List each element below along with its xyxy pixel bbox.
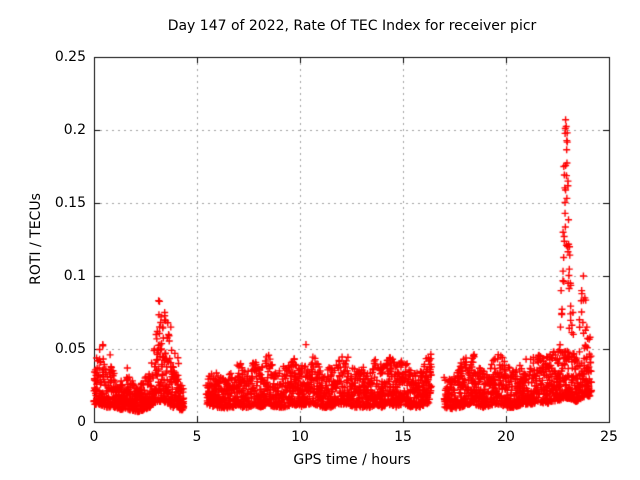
x-axis-label: GPS time / hours bbox=[293, 452, 411, 468]
y-tick-label: 0.1 bbox=[63, 268, 86, 284]
x-tick-label: 10 bbox=[291, 429, 309, 445]
chart-title: Day 147 of 2022, Rate Of TEC Index for r… bbox=[167, 18, 537, 34]
x-tick-label: 25 bbox=[600, 429, 618, 445]
x-tick-label: 0 bbox=[89, 429, 99, 445]
x-tick-label: 15 bbox=[394, 429, 412, 445]
y-tick-label: 0.05 bbox=[54, 341, 86, 357]
y-tick-label: 0.15 bbox=[54, 195, 86, 211]
y-tick-label: 0.2 bbox=[63, 122, 86, 138]
x-tick-label: 5 bbox=[192, 429, 202, 445]
x-tick-label: 20 bbox=[497, 429, 515, 445]
y-tick-label: 0.25 bbox=[54, 49, 86, 65]
y-tick-label: 0 bbox=[77, 414, 86, 430]
